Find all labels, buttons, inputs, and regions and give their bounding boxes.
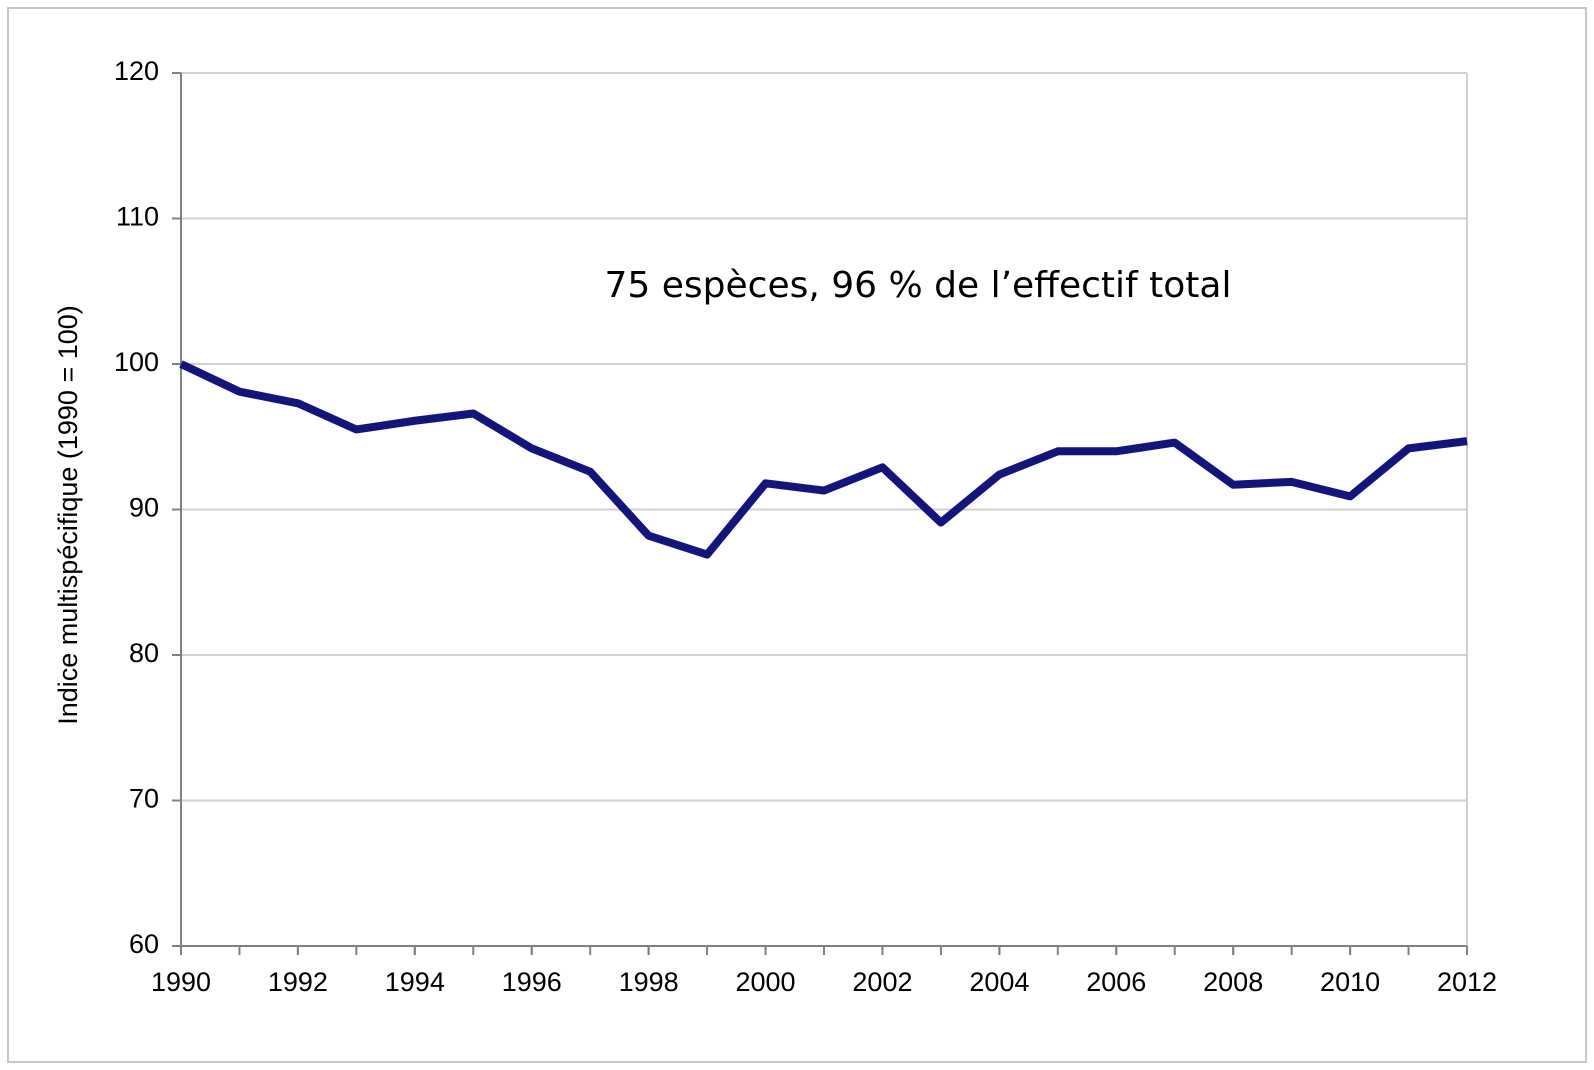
frame xyxy=(7,7,1587,1063)
x-tick-label: 1992 xyxy=(268,967,328,997)
x-tick-label: 2002 xyxy=(852,967,912,997)
y-tick-label: 110 xyxy=(116,202,159,232)
x-tick-label: 1994 xyxy=(385,967,445,997)
x-tick-label: 2000 xyxy=(736,967,796,997)
x-tick-label: 1990 xyxy=(151,967,211,997)
y-axis-label: Indice multispécifique (1990 = 100) xyxy=(53,305,83,725)
data-line xyxy=(179,360,1468,559)
x-tick-label: 2008 xyxy=(1203,967,1263,997)
x-tick-label: 2004 xyxy=(969,967,1029,997)
x-tick-label: 2012 xyxy=(1437,967,1497,997)
x-tick-label: 1998 xyxy=(619,967,679,997)
annotation: 75 espèces, 96 % de l’effectif total xyxy=(605,265,1232,306)
y-tick-label: 70 xyxy=(129,784,159,814)
y-tick-label: 80 xyxy=(129,638,159,668)
y-tick-label: 100 xyxy=(114,347,159,377)
x-tick-label: 2006 xyxy=(1086,967,1146,997)
y-tick-label: 60 xyxy=(129,929,159,959)
y-tick-label: 90 xyxy=(129,493,159,523)
y-tick-label: 120 xyxy=(114,56,159,86)
x-tick-label: 2010 xyxy=(1320,967,1380,997)
x-tick-label: 1996 xyxy=(502,967,562,997)
